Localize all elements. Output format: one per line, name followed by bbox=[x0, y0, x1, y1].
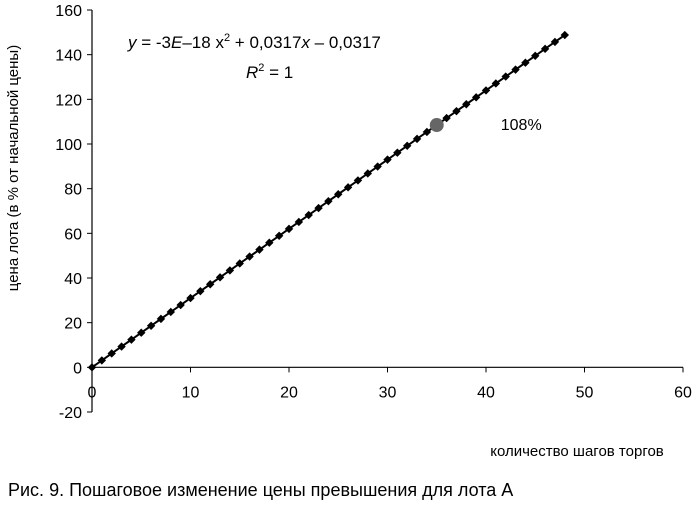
r2-r: R bbox=[246, 63, 258, 82]
data-point bbox=[343, 183, 353, 192]
data-point bbox=[560, 30, 569, 40]
data-point bbox=[127, 335, 136, 344]
y-tick-label: 100 bbox=[55, 137, 82, 154]
x-tick-label: 50 bbox=[576, 384, 594, 401]
data-point bbox=[117, 342, 126, 351]
y-tick-label: 80 bbox=[64, 182, 82, 199]
data-point bbox=[137, 328, 146, 337]
data-point bbox=[452, 106, 461, 116]
y-tick-label: 60 bbox=[64, 226, 82, 243]
data-point bbox=[373, 162, 382, 171]
eq-rest: + 0,0317 bbox=[230, 33, 301, 52]
trendline-equation: y = -3E–18 x2 + 0,0317x – 0,0317 bbox=[127, 32, 381, 52]
data-point bbox=[481, 86, 491, 95]
axes bbox=[91, 10, 683, 412]
data-point bbox=[412, 134, 422, 144]
x-tick-label: 0 bbox=[88, 384, 97, 401]
y-axis-title: цена лота (в % от начальной цены) bbox=[5, 45, 22, 291]
eq-exp: 2 bbox=[224, 32, 230, 44]
data-point bbox=[274, 231, 284, 240]
data-point bbox=[442, 113, 451, 123]
data-point bbox=[196, 286, 205, 296]
data-point bbox=[255, 245, 264, 254]
eq-x1: x bbox=[211, 33, 225, 52]
data-point bbox=[501, 72, 510, 81]
data-point bbox=[245, 252, 254, 261]
y-tick-label: -20 bbox=[59, 405, 82, 422]
eq-minus18: –18 bbox=[182, 33, 210, 52]
figure-caption: Рис. 9. Пошаговое изменение цены превыше… bbox=[8, 480, 514, 500]
y-tick-label: 160 bbox=[55, 3, 82, 20]
data-point bbox=[462, 100, 471, 109]
data-point bbox=[540, 44, 550, 54]
data-point bbox=[215, 273, 225, 282]
data-point bbox=[176, 300, 185, 310]
data-point bbox=[314, 203, 323, 213]
data-point bbox=[383, 155, 392, 164]
x-axis-title: количество шагов торгов bbox=[490, 443, 664, 460]
x-tick-label: 40 bbox=[477, 384, 495, 401]
data-points bbox=[87, 30, 569, 372]
data-point bbox=[393, 148, 402, 157]
data-point bbox=[334, 190, 343, 199]
x-tick-label: 60 bbox=[674, 384, 692, 401]
data-point bbox=[97, 356, 107, 365]
eq-y: y bbox=[127, 33, 138, 52]
eq-x2: x bbox=[300, 33, 310, 52]
data-point bbox=[87, 363, 97, 372]
y-tick-label: 40 bbox=[64, 271, 82, 288]
data-point bbox=[284, 224, 294, 234]
data-point bbox=[531, 51, 540, 60]
r-squared: R2 = 1 bbox=[246, 62, 293, 82]
data-point bbox=[206, 280, 215, 289]
data-point bbox=[225, 266, 235, 275]
data-point bbox=[146, 321, 156, 330]
x-tick-label: 10 bbox=[182, 384, 200, 401]
highlight-group: 108% bbox=[429, 117, 542, 134]
data-point bbox=[265, 238, 274, 247]
eq-e: E bbox=[171, 33, 183, 52]
data-point bbox=[186, 293, 195, 303]
data-point bbox=[363, 169, 372, 178]
data-point bbox=[422, 127, 432, 137]
data-point bbox=[304, 210, 313, 220]
r2-exp: 2 bbox=[258, 62, 264, 74]
y-tick-label: 140 bbox=[55, 48, 82, 65]
y-tick-label: 0 bbox=[73, 360, 82, 377]
y-tick-label: 120 bbox=[55, 92, 82, 109]
x-tick-label: 20 bbox=[280, 384, 298, 401]
highlight-label: 108% bbox=[501, 117, 542, 134]
data-point bbox=[511, 65, 520, 74]
data-point bbox=[235, 259, 244, 268]
highlight-point bbox=[429, 118, 444, 133]
eq-sign: = -3 bbox=[137, 33, 172, 52]
data-point bbox=[471, 93, 481, 102]
y-ticks: -20 0 20 40 60 80 100 120 140 160 bbox=[55, 3, 92, 422]
data-point bbox=[166, 307, 175, 317]
data-point bbox=[107, 349, 116, 358]
chart: -20 0 20 40 60 80 100 120 140 160 0 10 20 30 40 50 60 1… bbox=[5, 3, 692, 460]
data-point bbox=[550, 37, 560, 47]
data-point bbox=[491, 79, 501, 88]
x-tick-label: 30 bbox=[379, 384, 397, 401]
data-point bbox=[521, 58, 530, 67]
r2-rest: = 1 bbox=[264, 63, 293, 82]
eq-tail: – 0,0317 bbox=[310, 33, 381, 52]
data-point bbox=[156, 314, 166, 324]
data-point bbox=[294, 217, 304, 227]
y-tick-label: 20 bbox=[64, 316, 82, 333]
data-point bbox=[324, 196, 333, 206]
data-point bbox=[403, 141, 412, 150]
data-point bbox=[353, 176, 363, 185]
x-ticks: 0 10 20 30 40 50 60 bbox=[88, 367, 692, 401]
